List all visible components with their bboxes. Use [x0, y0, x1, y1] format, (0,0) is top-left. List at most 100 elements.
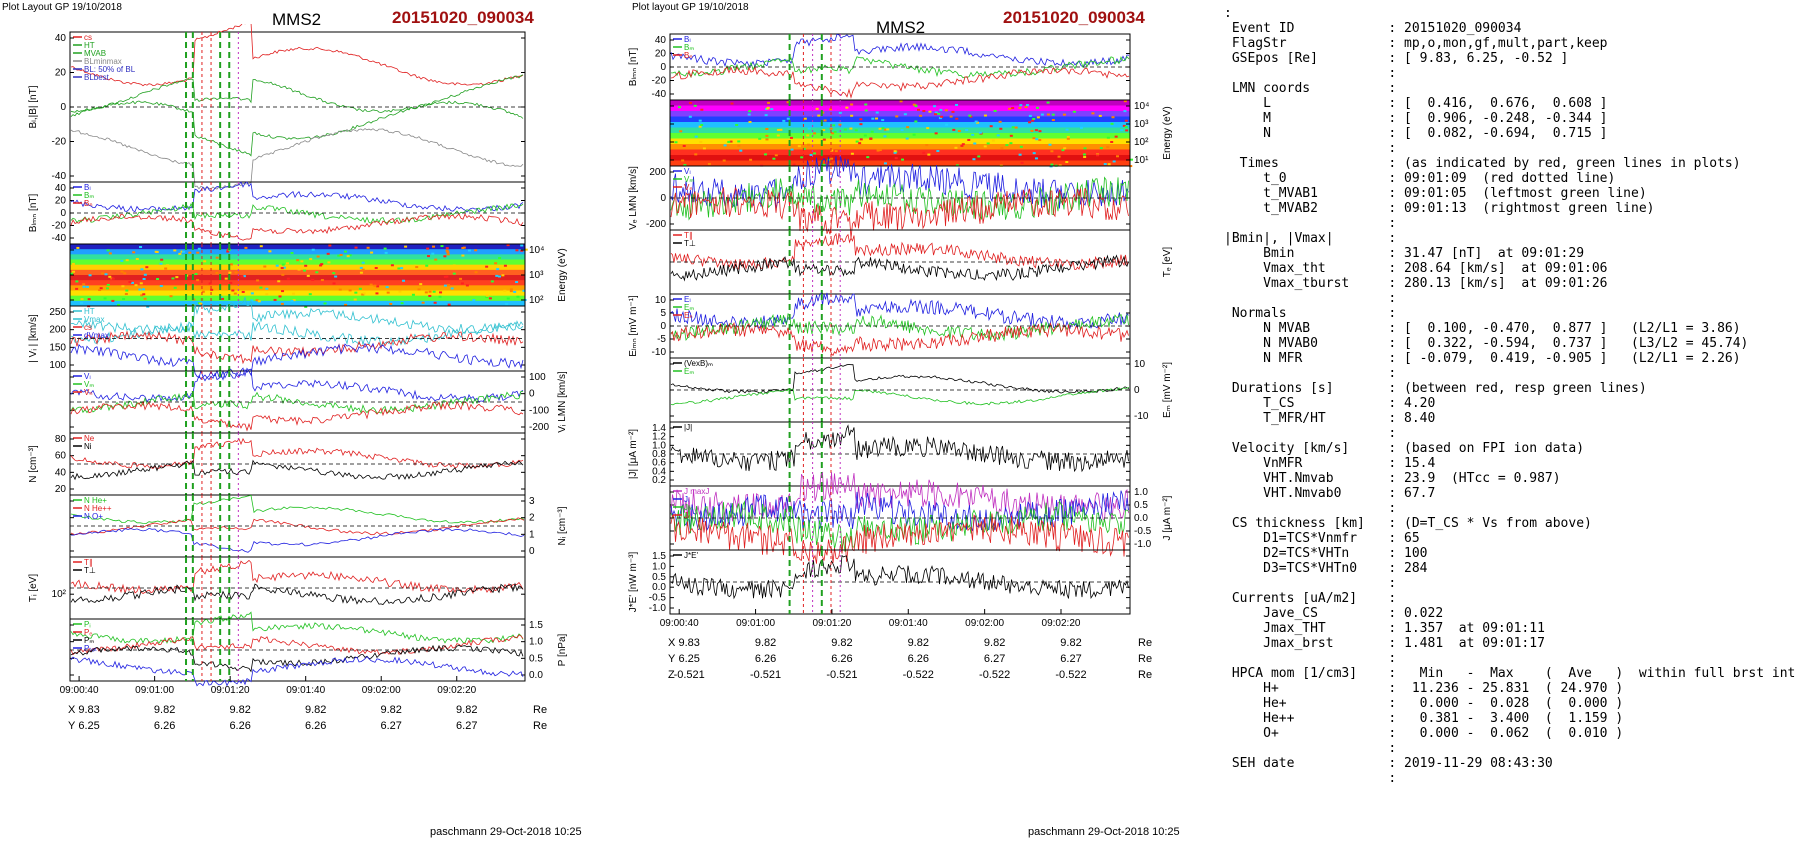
spectrogram-pixel	[881, 119, 885, 122]
position-unit: Re	[533, 704, 547, 716]
spectrogram-pixel	[75, 287, 79, 290]
spectrogram-pixel	[447, 303, 451, 306]
y-tick-label: 10³	[1134, 119, 1149, 130]
spectrogram-pixel	[505, 303, 509, 306]
spectrogram-pixel	[945, 123, 949, 126]
legend-label: Bₙ	[684, 51, 693, 60]
y-axis-label: Eₗₘₙ [mV m⁻¹]	[628, 295, 639, 357]
y-axis-label: J [μA m⁻²]	[1162, 495, 1173, 540]
info-line: He+ : 0.000 - 0.028 ( 0.000 )	[1224, 696, 1624, 711]
y-tick-label: -40	[652, 89, 667, 100]
spectrogram-pixel	[870, 130, 874, 133]
spectrogram-pixel	[281, 290, 285, 293]
spectrogram-pixel	[955, 103, 959, 106]
panel-frame	[669, 33, 1131, 101]
spectrogram-pixel	[864, 103, 868, 106]
spectrogram-pixel	[121, 285, 125, 288]
spectrogram-pixel	[763, 153, 767, 156]
spectrogram-band	[670, 127, 1130, 134]
data-trace	[670, 66, 1130, 99]
spectrogram-pixel	[432, 290, 436, 293]
spectrogram-pixel	[474, 249, 478, 252]
spectrogram-band	[670, 149, 1130, 156]
spectrogram-pixel	[503, 289, 507, 292]
spectrogram-pixel	[693, 104, 697, 107]
spectrogram-pixel	[1123, 100, 1127, 103]
spectrogram-pixel	[774, 154, 778, 157]
spectrogram-pixel	[998, 120, 1002, 123]
spectrogram-pixel	[1032, 137, 1036, 140]
spectrogram-pixel	[1008, 107, 1012, 110]
spectrogram-pixel	[1066, 137, 1070, 140]
info-line: HPCA mom [1/cm3] : Min - Max ( Ave ) wit…	[1224, 666, 1796, 681]
spectrogram-band	[70, 259, 525, 266]
data-trace	[670, 254, 1129, 282]
spectrogram-pixel	[800, 156, 804, 159]
spectrogram-pixel	[135, 258, 139, 261]
spectrogram-pixel	[515, 249, 519, 252]
y-axis-label: N [cm⁻³]	[28, 445, 39, 483]
spectrogram-pixel	[348, 289, 352, 292]
y-tick-label: 3	[529, 496, 535, 507]
data-trace	[70, 644, 524, 673]
spectrogram-pixel	[203, 260, 207, 263]
legend-label: Ne	[84, 434, 95, 443]
spectrogram-pixel	[134, 284, 138, 287]
left-header: Plot Layout GP 19/10/2018	[2, 2, 122, 13]
spectrogram-pixel	[229, 263, 233, 266]
spectrogram-pixel	[764, 114, 768, 117]
spectrogram-pixel	[806, 143, 810, 146]
info-line: t_0 : 09:01:09 (red dotted line)	[1224, 171, 1616, 186]
legend-label: BLbest	[84, 73, 110, 82]
spectrogram-pixel	[346, 255, 350, 258]
spectrogram-pixel	[485, 296, 489, 299]
data-trace	[70, 321, 524, 347]
y-tick-label: 20	[55, 484, 67, 495]
spectrogram-pixel	[866, 156, 870, 159]
spectrogram-pixel	[766, 107, 770, 110]
spectrogram-pixel	[952, 128, 956, 131]
spectrogram-pixel	[474, 271, 478, 274]
spectrogram-pixel	[927, 153, 931, 156]
spectrogram-pixel	[300, 260, 304, 263]
spectrogram-pixel	[467, 249, 471, 252]
info-line: Durations [s] : (between red, resp green…	[1224, 381, 1647, 396]
spectrogram-pixel	[901, 158, 905, 161]
spectrogram-pixel	[893, 150, 897, 153]
data-trace	[670, 176, 1129, 221]
spectrogram-pixel	[359, 271, 363, 274]
spectrogram-band	[70, 290, 525, 297]
spectrogram-pixel	[296, 259, 300, 262]
spectrogram-pixel	[1063, 147, 1067, 150]
position-row-label: Z	[668, 669, 675, 681]
y-axis-label: Vₑ LMN [km/s]	[628, 166, 639, 230]
info-line: Event ID : 20151020_090034	[1224, 21, 1522, 36]
spectrogram-pixel	[446, 251, 450, 254]
spectrogram-pixel	[922, 110, 926, 113]
y-tick-label: 10²	[52, 589, 67, 600]
spectrogram-pixel	[940, 115, 944, 118]
spectrogram-band	[670, 122, 1130, 128]
panel-frame	[669, 357, 1131, 423]
spectrogram-band	[670, 144, 1130, 150]
spectrogram-pixel	[446, 253, 450, 256]
legend-label: Pᵢ	[84, 620, 91, 629]
spectrogram-pixel	[265, 293, 269, 296]
spectrogram-pixel	[1009, 142, 1013, 145]
spectrogram-pixel	[71, 262, 75, 265]
spectrogram-pixel	[688, 115, 692, 118]
info-line: :	[1224, 66, 1397, 81]
spectrogram-pixel	[524, 248, 528, 251]
spectrogram-pixel	[140, 268, 144, 271]
plot-panel: 10 0 -10 Eₘ [mV m⁻²] (VexB)ₘEₘ	[669, 357, 1173, 423]
spectrogram-pixel	[201, 290, 205, 293]
spectrogram-pixel	[111, 299, 115, 302]
spectrogram-pixel	[139, 246, 143, 249]
spectrogram-pixel	[520, 244, 524, 247]
info-line: GSEpos [Re] : [ 9.83, 6.25, -0.52 ]	[1224, 51, 1569, 66]
spectrogram-pixel	[1025, 104, 1029, 107]
spectrogram-pixel	[146, 305, 150, 308]
data-trace	[70, 213, 524, 241]
